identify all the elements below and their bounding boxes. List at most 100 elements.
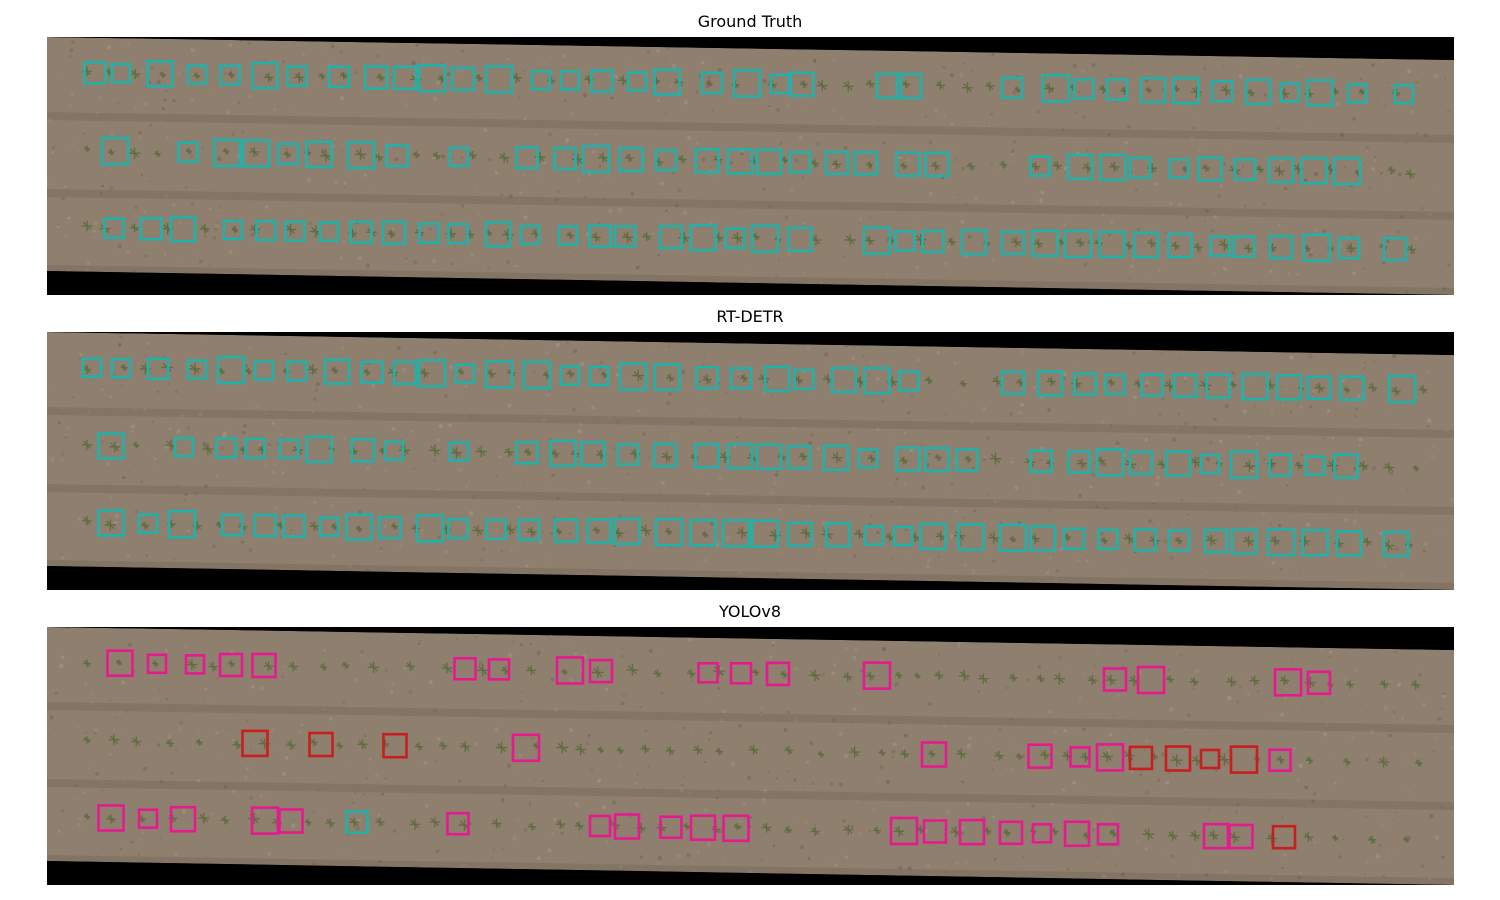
detection-box <box>1306 375 1332 401</box>
detection-box <box>276 142 300 166</box>
detection-box <box>1273 667 1303 697</box>
detection-box <box>450 66 476 92</box>
seedling <box>784 826 793 834</box>
detection-box <box>110 357 132 379</box>
detection-box <box>1063 820 1091 848</box>
image-border <box>47 37 1454 60</box>
detection-box <box>1271 824 1297 850</box>
detection-box <box>215 437 237 459</box>
detection-box <box>1097 528 1119 551</box>
detection-box <box>958 818 986 846</box>
detection-box <box>1202 822 1230 850</box>
seedling <box>1046 376 1057 387</box>
seedling <box>733 823 741 831</box>
detection-box <box>998 820 1024 846</box>
seedling <box>991 376 1003 387</box>
seedling <box>438 741 448 750</box>
detection-box <box>1279 81 1301 103</box>
detection-box <box>626 71 648 92</box>
detection-box <box>447 222 469 245</box>
seedling <box>1201 163 1211 173</box>
detection-box <box>553 146 577 171</box>
seedling <box>1243 243 1254 254</box>
seedling <box>1189 456 1201 468</box>
seedling <box>263 72 274 83</box>
detection-box <box>222 219 244 241</box>
detection-box <box>1029 525 1057 552</box>
seedling <box>141 521 150 530</box>
seedling <box>189 363 201 375</box>
seedling <box>419 368 430 379</box>
detection-box <box>1095 743 1125 772</box>
detection-box <box>618 362 648 391</box>
seedling <box>1205 534 1217 546</box>
seedling <box>799 80 808 89</box>
detection-box <box>1346 83 1368 104</box>
detection-box <box>750 224 780 253</box>
detection-box <box>350 437 376 463</box>
detection-box <box>100 136 130 166</box>
panel-rt-detr: RT-DETR <box>0 295 1500 595</box>
detection-box <box>186 64 208 85</box>
detection-box <box>857 448 879 469</box>
seedling <box>591 232 601 242</box>
detection-box <box>788 151 812 174</box>
detection-box <box>1210 79 1234 103</box>
soil-surface <box>47 37 1454 295</box>
seedling <box>1305 756 1314 764</box>
seedling <box>900 749 910 759</box>
detection-box <box>921 229 945 254</box>
detection-box <box>875 72 903 100</box>
detection-box <box>418 222 440 244</box>
seedling <box>752 669 760 676</box>
seedling <box>632 369 644 382</box>
detection-box <box>349 220 373 244</box>
seedling <box>457 368 465 376</box>
seedling <box>556 741 569 754</box>
seedling <box>104 519 116 531</box>
detection-box <box>484 360 514 389</box>
detection-box <box>1335 530 1363 557</box>
seedling <box>702 531 709 538</box>
seedling <box>1412 465 1420 472</box>
seedling <box>476 664 489 677</box>
detection-box <box>1302 233 1332 263</box>
seedling <box>1247 89 1255 97</box>
detection-box <box>863 366 891 395</box>
seedling <box>597 746 604 754</box>
detection-box <box>755 148 783 176</box>
seedling <box>472 525 484 537</box>
seedling <box>83 813 91 820</box>
seedling <box>245 368 252 375</box>
seedling <box>320 149 332 162</box>
detection-box <box>1266 527 1296 557</box>
seedling <box>935 531 946 542</box>
seedling <box>1147 238 1157 248</box>
seedling <box>318 72 326 80</box>
seedling <box>1123 532 1135 545</box>
detection-box <box>652 442 678 468</box>
seedling <box>1405 168 1416 180</box>
seedling <box>459 741 471 752</box>
seedling <box>947 237 956 246</box>
seedling <box>357 739 368 750</box>
detection-box <box>1066 153 1094 181</box>
detection-box <box>392 65 418 91</box>
seedling <box>1226 676 1237 688</box>
detection-box <box>278 808 304 834</box>
detection-box <box>515 441 539 465</box>
seedling <box>81 439 93 451</box>
detection-box <box>729 366 753 390</box>
detection-box <box>305 140 333 169</box>
seedling <box>1415 759 1423 767</box>
detection-box <box>957 523 985 551</box>
detection-box <box>1069 746 1091 768</box>
seedling <box>900 162 908 170</box>
detection-box <box>863 525 885 546</box>
detection-box <box>1036 370 1064 397</box>
seedling <box>1314 382 1325 393</box>
detection-box <box>530 69 552 91</box>
seedling <box>1220 84 1232 96</box>
detection-box <box>586 518 612 544</box>
seedling <box>232 740 242 750</box>
